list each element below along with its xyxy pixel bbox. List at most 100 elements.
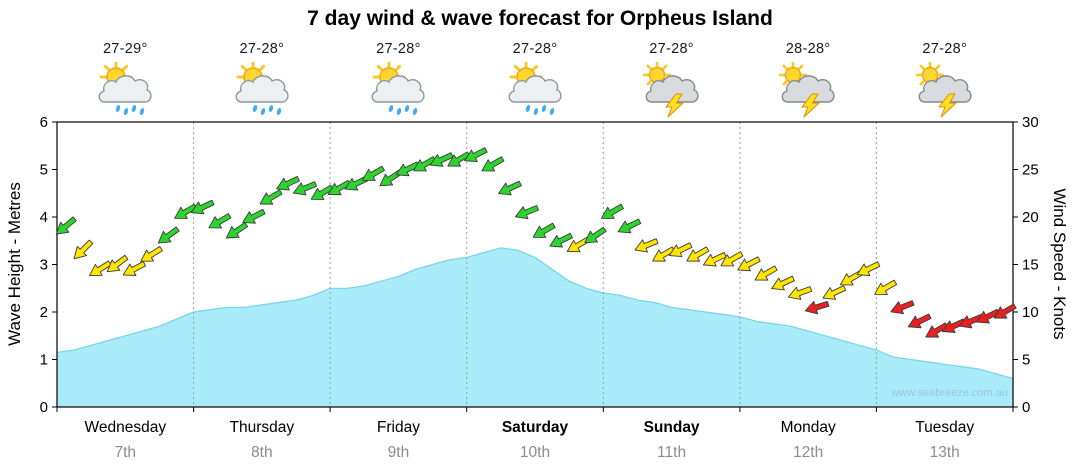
sun-showers-icon (232, 60, 292, 118)
day-temperature: 27-28° (376, 41, 421, 57)
wave-height-area (57, 247, 1013, 407)
wind-arrow (106, 254, 129, 273)
wind-arrow (225, 222, 249, 239)
storm-icon (778, 60, 838, 118)
rain-drops-icon (525, 105, 555, 115)
day-date-label: 11th (657, 444, 687, 461)
wind-arrow (157, 226, 180, 244)
day-temperature: 27-29° (102, 41, 148, 57)
day-temperature: 27-28° (922, 41, 968, 57)
wind-arrow (498, 180, 522, 196)
wind-arrow (73, 239, 94, 260)
storm-icon (642, 60, 702, 118)
wind-arrow (907, 313, 932, 329)
right-axis-tick-label: 10 (1022, 304, 1039, 321)
wind-arrow (720, 251, 744, 267)
storm-icon (915, 60, 975, 118)
wind-arrow (804, 300, 830, 315)
wind-arrow (668, 242, 693, 258)
left-axis-tick-label: 2 (40, 304, 48, 321)
day-name-label: Tuesday (915, 419, 975, 436)
left-axis-label: Wave Height - Metres (5, 182, 24, 346)
rain-cloud-icon (508, 75, 562, 103)
wind-arrow (89, 260, 112, 277)
right-axis-tick-label: 20 (1022, 209, 1039, 226)
wind-arrow (259, 189, 283, 205)
wind-arrow (208, 213, 232, 229)
wind-arrow (140, 246, 163, 262)
wind-arrow (122, 261, 147, 276)
wind-arrow (856, 261, 881, 277)
wind-arrow (327, 179, 351, 196)
wind-arrow (976, 308, 1000, 324)
wind-arrow (787, 286, 813, 300)
day-date-label: 7th (114, 444, 137, 461)
left-axis-tick-label: 5 (40, 162, 48, 179)
day-name-label: Wednesday (84, 419, 167, 436)
sun-showers-icon (95, 60, 155, 118)
left-axis-tick-label: 3 (40, 257, 48, 274)
wind-arrow (514, 205, 540, 220)
right-axis-tick-label: 30 (1022, 114, 1039, 131)
day-date-label: 10th (519, 444, 551, 461)
day-temperature: 27-28° (649, 41, 694, 57)
rain-cloud-icon (98, 75, 152, 103)
wind-arrow (310, 184, 334, 200)
right-axis-tick-label: 15 (1022, 257, 1039, 274)
wind-arrow (686, 246, 710, 262)
wind-arrow (754, 265, 778, 281)
storm-cloud-icon (781, 75, 835, 103)
wind-arrow (822, 285, 847, 300)
storm-cloud-icon (645, 75, 699, 103)
left-axis-tick-label: 0 (40, 399, 48, 416)
left-axis-tick-label: 4 (40, 209, 48, 226)
storm-cloud-icon (918, 75, 972, 103)
wind-arrow (55, 216, 77, 235)
right-axis-tick-label: 0 (1022, 399, 1030, 416)
left-axis-tick-label: 6 (40, 114, 48, 131)
rain-drops-icon (252, 105, 282, 115)
sun-showers-icon (505, 60, 565, 118)
lightning-bolt-icon (665, 93, 684, 118)
wind-arrow (379, 169, 402, 187)
day-temperature: 27-28° (239, 41, 285, 57)
day-name-label: Thursday (229, 419, 295, 436)
day-temperature: 27-28° (512, 41, 558, 57)
wind-arrow (344, 175, 369, 191)
rain-drops-icon (116, 105, 145, 115)
rain-cloud-icon (371, 75, 425, 103)
wave-height-line (56, 247, 1014, 380)
day-name-label: Saturday (501, 419, 569, 436)
lightning-bolt-icon (938, 93, 957, 118)
wind-arrow (276, 176, 300, 191)
day-date-label: 8th (251, 444, 273, 461)
page-title: 7 day wind & wave forecast for Orpheus I… (307, 7, 773, 30)
wind-arrow (634, 238, 659, 253)
lightning-bolt-icon (801, 93, 820, 118)
day-temperature: 28-28° (785, 41, 831, 57)
wind-arrow (292, 181, 318, 196)
wind-arrow (600, 203, 624, 219)
wind-arrow (993, 303, 1017, 319)
wind-arrow (890, 300, 915, 315)
wind-arrow (566, 236, 590, 253)
day-name-label: Sunday (643, 419, 700, 436)
day-date-label: 9th (387, 444, 410, 461)
wind-arrow (447, 151, 471, 167)
wind-arrow (549, 232, 573, 248)
right-axis-label: Wind Speed - Knots (1050, 188, 1069, 340)
rain-cloud-icon (235, 75, 289, 103)
wind-arrow (652, 246, 676, 262)
wind-arrow (771, 275, 795, 291)
wind-arrow (617, 218, 642, 234)
wind-arrow (395, 161, 420, 177)
wind-arrow (242, 208, 266, 224)
left-axis-tick-label: 1 (40, 352, 48, 369)
sun-icon (642, 60, 671, 90)
right-axis-tick-label: 25 (1022, 162, 1039, 179)
wind-arrow (413, 156, 437, 172)
wind-arrow (702, 252, 727, 267)
wind-arrow (737, 256, 761, 272)
sun-showers-icon (368, 60, 428, 118)
